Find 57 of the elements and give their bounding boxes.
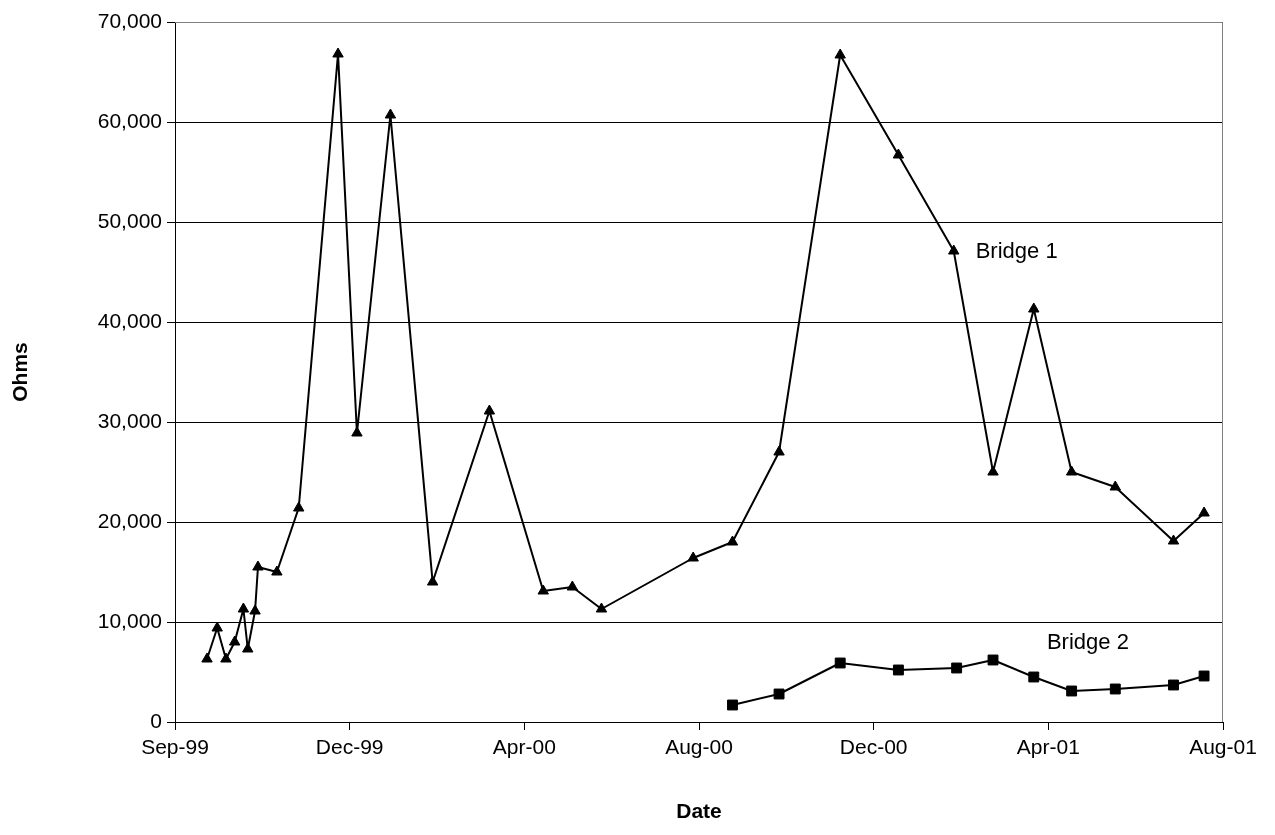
x-tick-label: Apr-01 [1016,735,1080,759]
point [773,445,785,456]
y-tick-label: 20,000 [97,508,162,532]
point [987,465,999,476]
point [201,652,213,663]
point [1168,679,1179,691]
point [293,501,305,512]
x-tick-label: Apr-00 [492,735,556,759]
x-tick-label: Dec-99 [315,735,384,759]
x-tick-label: Sep-99 [141,735,209,759]
series-label: Bridge 2 [1046,628,1129,654]
y-tick-label: 70,000 [97,8,162,32]
y-axis-title: Ohms [8,342,32,402]
x-tick-label: Dec-00 [839,735,908,759]
point [1109,480,1121,491]
point [228,635,241,646]
point [483,404,496,415]
point [1198,506,1210,517]
y-tick-label: 0 [150,708,162,732]
point [773,688,785,700]
point [1065,465,1078,476]
y-tick-label: 30,000 [97,408,162,432]
series-label: Bridge 1 [975,238,1058,264]
point [892,664,904,676]
point [384,108,397,119]
point [1028,671,1040,683]
point [834,657,846,669]
x-tick-label: Aug-01 [1189,735,1257,759]
point [271,565,283,576]
point [951,662,963,674]
point [237,602,250,613]
point [687,551,699,562]
point [987,654,999,666]
point [727,699,738,711]
point [1028,302,1040,313]
point [537,584,549,595]
x-tick-label: Aug-00 [665,735,733,759]
point [1198,670,1210,682]
point [948,244,960,255]
point [249,604,261,615]
point [834,48,846,59]
point [595,602,608,613]
y-tick-label: 60,000 [97,108,162,132]
point [220,652,232,663]
y-tick-label: 50,000 [97,208,162,232]
y-tick-label: 40,000 [97,308,162,332]
point [1109,683,1121,695]
point [1066,685,1078,697]
x-axis-title: Date [676,799,722,823]
point [426,575,439,586]
y-tick-label: 10,000 [97,608,162,632]
point [252,560,264,571]
point [726,535,739,546]
point [566,580,579,591]
point [1167,534,1180,545]
point [332,47,344,58]
point [892,148,905,159]
